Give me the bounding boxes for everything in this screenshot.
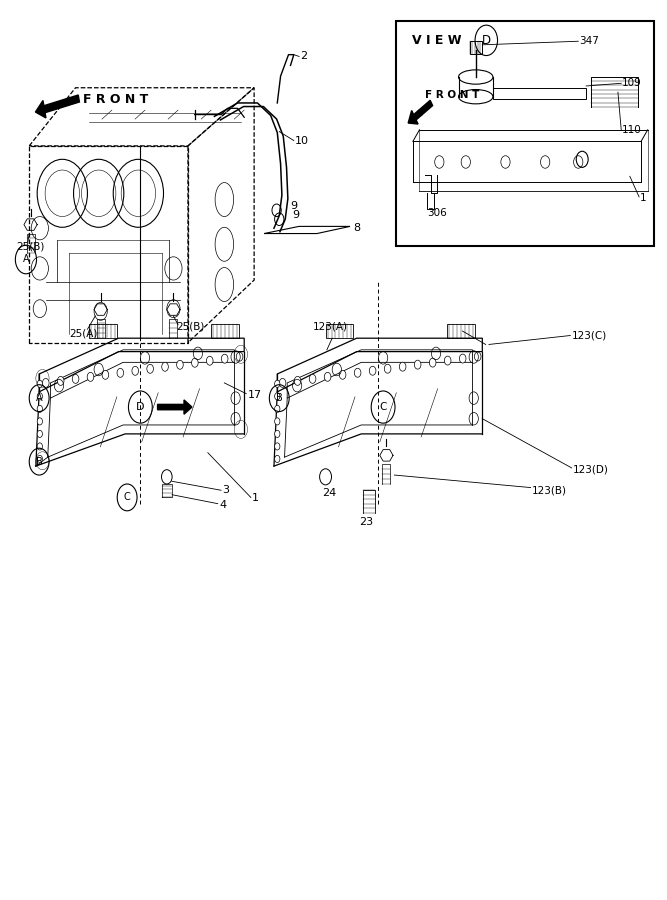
Circle shape — [400, 362, 406, 371]
Text: 2: 2 — [300, 51, 307, 61]
Text: F R O N T: F R O N T — [83, 93, 149, 106]
Text: 9: 9 — [293, 210, 299, 220]
Text: 25(B): 25(B) — [16, 242, 45, 252]
Circle shape — [275, 405, 280, 412]
Circle shape — [72, 374, 79, 383]
Text: B: B — [36, 456, 43, 466]
Circle shape — [275, 380, 280, 387]
Text: 123(C): 123(C) — [572, 330, 607, 340]
Circle shape — [275, 455, 280, 463]
Circle shape — [309, 374, 316, 383]
Circle shape — [221, 355, 228, 364]
Circle shape — [236, 352, 243, 361]
Text: F R O N T: F R O N T — [425, 90, 479, 100]
Circle shape — [275, 418, 280, 425]
Circle shape — [474, 352, 481, 361]
Circle shape — [102, 371, 109, 379]
Circle shape — [147, 364, 153, 373]
Circle shape — [191, 358, 198, 367]
Circle shape — [275, 443, 280, 450]
FancyArrow shape — [157, 400, 192, 414]
Text: 8: 8 — [354, 223, 360, 233]
Circle shape — [37, 392, 43, 400]
Circle shape — [370, 366, 376, 375]
Text: 1: 1 — [640, 193, 646, 202]
Text: 4: 4 — [219, 500, 226, 509]
FancyBboxPatch shape — [396, 21, 654, 246]
Circle shape — [37, 418, 43, 425]
Circle shape — [207, 356, 213, 365]
Circle shape — [43, 378, 49, 387]
Circle shape — [354, 368, 361, 377]
Text: 23: 23 — [360, 517, 374, 526]
Text: V I E W: V I E W — [412, 34, 461, 47]
Circle shape — [275, 392, 280, 400]
Text: 25(A): 25(A) — [69, 328, 97, 338]
Text: D: D — [136, 402, 145, 412]
Circle shape — [279, 378, 286, 387]
Text: 306: 306 — [428, 208, 447, 218]
Text: A: A — [36, 393, 43, 403]
Text: 1: 1 — [252, 493, 259, 503]
Circle shape — [444, 356, 451, 365]
Circle shape — [340, 370, 346, 379]
Text: B: B — [276, 393, 283, 403]
Circle shape — [324, 373, 331, 382]
Text: 24: 24 — [322, 488, 337, 498]
Circle shape — [37, 430, 43, 437]
Circle shape — [87, 373, 94, 382]
Circle shape — [37, 405, 43, 412]
Text: 347: 347 — [580, 36, 600, 46]
Bar — [89, 324, 117, 338]
Text: 123(B): 123(B) — [532, 485, 567, 495]
Circle shape — [294, 376, 301, 385]
Text: 9: 9 — [291, 201, 297, 211]
Text: 17: 17 — [247, 390, 261, 400]
Circle shape — [460, 354, 466, 363]
Text: A: A — [23, 255, 29, 265]
Circle shape — [117, 368, 123, 377]
Text: C: C — [380, 402, 387, 412]
Bar — [448, 324, 475, 338]
Circle shape — [384, 364, 391, 373]
Bar — [325, 324, 354, 338]
Circle shape — [414, 360, 421, 369]
Text: D: D — [482, 34, 491, 47]
Text: C: C — [124, 492, 131, 502]
Circle shape — [37, 380, 43, 387]
Circle shape — [161, 363, 168, 372]
Text: 109: 109 — [622, 78, 642, 88]
FancyArrow shape — [408, 100, 433, 124]
Circle shape — [37, 455, 43, 463]
Circle shape — [132, 366, 139, 375]
Circle shape — [37, 443, 43, 450]
Circle shape — [430, 358, 436, 367]
Text: 110: 110 — [622, 125, 642, 135]
Circle shape — [57, 376, 64, 385]
Text: 25(B): 25(B) — [176, 321, 205, 331]
Bar — [470, 41, 482, 54]
Text: 123(A): 123(A) — [312, 321, 348, 331]
Bar — [211, 324, 239, 338]
Circle shape — [177, 360, 183, 369]
Circle shape — [275, 430, 280, 437]
FancyArrow shape — [35, 95, 79, 118]
Text: 10: 10 — [295, 137, 309, 147]
Text: 123(D): 123(D) — [573, 464, 609, 474]
Text: 3: 3 — [222, 485, 229, 495]
